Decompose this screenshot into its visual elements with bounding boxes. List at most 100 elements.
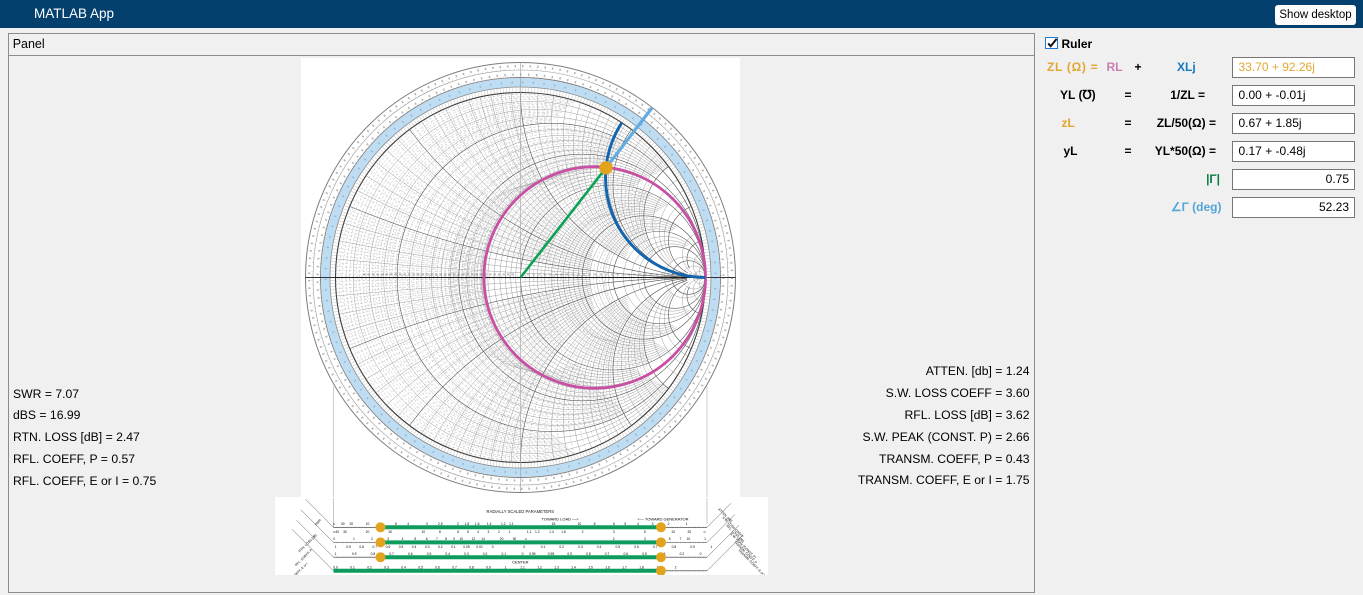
- svg-text:0.2: 0.2: [438, 545, 443, 549]
- svg-text:0.9: 0.9: [352, 552, 357, 556]
- svg-text:1.3: 1.3: [554, 566, 559, 570]
- svg-text:0.2: 0.2: [483, 552, 488, 556]
- svg-text:2: 2: [498, 530, 500, 534]
- svg-text:4: 4: [407, 522, 409, 526]
- svg-text:0.95: 0.95: [548, 552, 555, 556]
- svg-text:0.0: 0.0: [333, 566, 338, 570]
- svg-text:0.1: 0.1: [451, 545, 456, 549]
- svg-text:1.6: 1.6: [475, 522, 480, 526]
- svg-text:3: 3: [644, 537, 646, 541]
- svg-text:3: 3: [426, 522, 428, 526]
- svg-text:0.6: 0.6: [386, 545, 391, 549]
- svg-text:0.6: 0.6: [634, 545, 639, 549]
- svg-text:0.9: 0.9: [486, 566, 491, 570]
- svg-text:30: 30: [513, 537, 517, 541]
- svg-text:TOWARD LOAD —>: TOWARD LOAD —>: [541, 516, 579, 521]
- svg-text:2: 2: [582, 530, 584, 534]
- svg-text:2: 2: [371, 537, 373, 541]
- svg-text:10: 10: [578, 522, 582, 526]
- svg-text:1.6: 1.6: [605, 566, 610, 570]
- svg-text:10: 10: [366, 522, 370, 526]
- svg-text:12: 12: [472, 537, 476, 541]
- svg-text:0.1: 0.1: [541, 545, 546, 549]
- svg-text:0: 0: [333, 537, 335, 541]
- svg-text:0.4: 0.4: [445, 552, 450, 556]
- svg-text:20: 20: [349, 522, 353, 526]
- svg-text:0.5: 0.5: [418, 566, 423, 570]
- svg-text:20: 20: [500, 537, 504, 541]
- svg-text:0.9: 0.9: [346, 545, 351, 549]
- svg-text:10: 10: [421, 530, 425, 534]
- svg-text:6: 6: [457, 530, 459, 534]
- svg-text:0.7: 0.7: [452, 566, 457, 570]
- svg-text:0.05: 0.05: [463, 545, 470, 549]
- svg-text:20: 20: [366, 530, 370, 534]
- svg-text:0.8: 0.8: [672, 545, 677, 549]
- svg-text:0.7: 0.7: [605, 552, 610, 556]
- svg-text:2: 2: [675, 566, 677, 570]
- svg-text:1.2: 1.2: [535, 530, 540, 534]
- svg-text:0.2: 0.2: [559, 545, 564, 549]
- svg-text:6: 6: [613, 522, 615, 526]
- svg-text:3: 3: [613, 530, 615, 534]
- svg-text:0.6: 0.6: [435, 566, 440, 570]
- svg-text:0: 0: [523, 545, 525, 549]
- svg-text:1.2: 1.2: [501, 522, 506, 526]
- svg-text:1.7: 1.7: [622, 566, 627, 570]
- svg-text:3: 3: [487, 530, 489, 534]
- svg-text:1: 1: [335, 552, 337, 556]
- svg-text:0.7: 0.7: [653, 545, 658, 549]
- svg-text:0.3: 0.3: [384, 566, 389, 570]
- svg-text:∞: ∞: [333, 530, 336, 534]
- svg-text:14: 14: [481, 537, 485, 541]
- svg-text:2: 2: [668, 522, 670, 526]
- svg-text:5: 5: [414, 537, 416, 541]
- svg-text:1.8: 1.8: [465, 522, 470, 526]
- svg-text:0.8: 0.8: [586, 552, 591, 556]
- svg-text:0.7: 0.7: [389, 552, 394, 556]
- svg-text:0.1: 0.1: [350, 566, 355, 570]
- svg-text:∞: ∞: [333, 522, 336, 526]
- svg-text:1.6: 1.6: [561, 530, 566, 534]
- svg-text:1: 1: [686, 522, 688, 526]
- svg-text:0.7: 0.7: [373, 545, 378, 549]
- svg-text:0: 0: [492, 545, 494, 549]
- svg-text:3: 3: [387, 537, 389, 541]
- svg-text:1.4: 1.4: [571, 566, 576, 570]
- svg-text:1: 1: [704, 537, 706, 541]
- svg-text:40: 40: [341, 522, 345, 526]
- svg-text:0.1: 0.1: [502, 552, 507, 556]
- svg-text:0.5: 0.5: [642, 552, 647, 556]
- svg-text:0.5: 0.5: [616, 545, 621, 549]
- svg-text:SWR: SWR: [314, 518, 323, 527]
- svg-text:0: 0: [522, 552, 524, 556]
- svg-text:2: 2: [457, 522, 459, 526]
- svg-text:2.5: 2.5: [438, 522, 443, 526]
- svg-text:0.9: 0.9: [690, 545, 695, 549]
- svg-text:CENTER: CENTER: [512, 559, 529, 564]
- svg-text:1: 1: [353, 537, 355, 541]
- svg-text:3: 3: [652, 522, 654, 526]
- svg-text:0.6: 0.6: [408, 552, 413, 556]
- svg-text:1.5: 1.5: [588, 566, 593, 570]
- svg-text:1.8: 1.8: [639, 566, 644, 570]
- svg-text:7: 7: [436, 537, 438, 541]
- svg-text:1.1: 1.1: [509, 522, 514, 526]
- svg-text:1: 1: [509, 530, 511, 534]
- svg-text:15: 15: [388, 530, 392, 534]
- svg-text:7: 7: [679, 537, 681, 541]
- svg-text:4: 4: [402, 537, 404, 541]
- svg-text:0.2: 0.2: [680, 552, 685, 556]
- svg-text:∞: ∞: [525, 537, 528, 541]
- svg-text:0.8: 0.8: [371, 552, 376, 556]
- svg-text:1: 1: [335, 545, 337, 549]
- svg-text:0: 0: [700, 552, 702, 556]
- svg-text:5: 5: [467, 530, 469, 534]
- svg-text:0.2: 0.2: [367, 566, 372, 570]
- svg-text:5: 5: [669, 537, 671, 541]
- svg-text:20: 20: [687, 530, 691, 534]
- svg-text:0.99: 0.99: [529, 552, 536, 556]
- svg-text:6: 6: [426, 537, 428, 541]
- svg-text:5: 5: [395, 522, 397, 526]
- svg-text:1: 1: [505, 566, 507, 570]
